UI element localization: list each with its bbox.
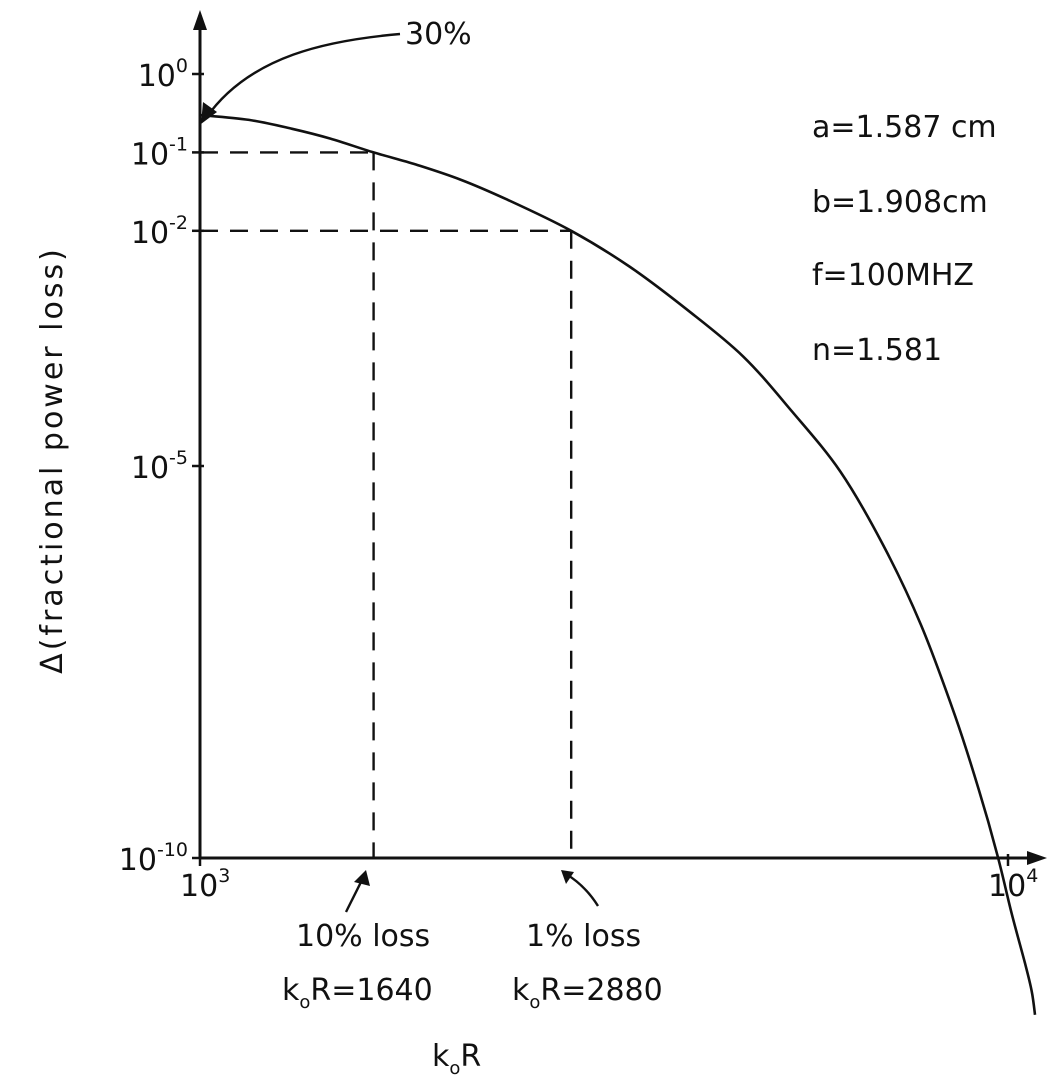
param-a: a=1.587 cm: [812, 110, 997, 145]
loss1-label: 1% loss: [526, 919, 641, 954]
loss1-arrow: [565, 872, 600, 907]
param-f: f=100MHZ: [812, 258, 974, 293]
x-tick-label: 103: [180, 865, 230, 904]
x-tick-label: 104: [988, 865, 1038, 904]
loss10-value: R=1640: [310, 973, 432, 1008]
annotation-30-arrow: [205, 32, 401, 119]
loss-curve: [199, 113, 1037, 1015]
loss1-arrowhead: [561, 870, 574, 884]
annotation-30-arrowhead: [201, 102, 217, 124]
y-axis-arrow: [193, 10, 207, 30]
y-axis-label: Δ(fractional power loss): [35, 246, 70, 674]
loss10-label: 10% loss: [296, 919, 430, 954]
annotation-30-percent: 30%: [405, 17, 472, 52]
y-tick-label: 10-2: [131, 212, 188, 251]
x-label-r: R: [460, 1039, 481, 1074]
loss1-kor: koR=2880: [512, 973, 663, 1013]
y-tick-label: 10-10: [119, 839, 188, 878]
loss10-kor: koR=1640: [282, 973, 433, 1013]
x-ticks: 103 104: [180, 854, 1038, 904]
y-tick-label: 10-5: [131, 447, 188, 486]
reference-lines: [200, 151, 573, 858]
x-axis-arrow: [1027, 851, 1047, 865]
x-label-k: k: [432, 1039, 450, 1074]
loss1-k: k: [512, 973, 530, 1008]
param-n: n=1.581: [812, 333, 942, 368]
loss10-sub: o: [299, 992, 310, 1013]
loss1-value: R=2880: [540, 973, 662, 1008]
y-tick-label: 100: [138, 55, 188, 94]
loss10-k: k: [282, 973, 300, 1008]
x-label-sub: o: [449, 1058, 460, 1079]
y-tick-label: 10-1: [131, 133, 188, 172]
loss10-arrowhead: [354, 870, 370, 886]
y-ticks: 100 10-1 10-2 10-5 10-10: [119, 55, 204, 878]
loss1-sub: o: [529, 992, 540, 1013]
x-axis-label: koR: [432, 1039, 481, 1079]
param-b: b=1.908cm: [812, 185, 988, 220]
